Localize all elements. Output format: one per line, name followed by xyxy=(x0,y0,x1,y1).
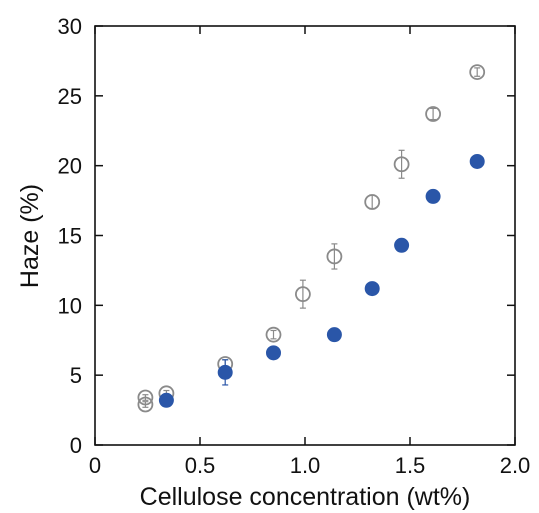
y-axis-title: Haze (%) xyxy=(16,184,44,288)
data-point-filled xyxy=(326,327,342,343)
data-point-filled xyxy=(394,237,410,253)
data-point-filled xyxy=(364,281,380,297)
data-point-filled xyxy=(217,364,233,380)
data-point-open xyxy=(326,248,343,265)
x-tick-label: 1.0 xyxy=(290,453,321,478)
data-point-filled xyxy=(158,392,174,408)
data-point-open xyxy=(137,389,154,406)
x-tick-label: 1.5 xyxy=(395,453,426,478)
x-tick-label: 0 xyxy=(89,453,101,478)
y-tick-label: 5 xyxy=(70,363,82,388)
data-point-open xyxy=(265,326,282,343)
data-point-open xyxy=(364,194,381,210)
x-axis-title: Cellulose concentration (wt%) xyxy=(140,483,471,511)
x-tick-label: 2.0 xyxy=(500,453,531,478)
y-axis: 0 5 10 15 20 25 30 xyxy=(58,14,515,458)
y-tick-label: 25 xyxy=(58,84,82,109)
data-point-filled xyxy=(266,345,281,361)
data-points xyxy=(137,64,486,413)
data-point-filled xyxy=(469,153,485,169)
data-point-open xyxy=(294,286,311,303)
y-tick-label: 20 xyxy=(58,154,82,179)
y-tick-label: 30 xyxy=(58,14,82,39)
data-point-open xyxy=(393,156,410,173)
data-point-open xyxy=(469,64,486,80)
x-tick-label: 0.5 xyxy=(185,453,216,478)
y-tick-label: 15 xyxy=(58,224,82,249)
data-point-open xyxy=(425,106,442,122)
plot-frame xyxy=(94,25,516,446)
y-tick-label: 0 xyxy=(70,433,82,458)
y-tick-label: 10 xyxy=(58,293,82,318)
data-point-filled xyxy=(425,188,441,204)
x-axis: 0 0.5 1.0 1.5 2.0 xyxy=(89,26,530,478)
